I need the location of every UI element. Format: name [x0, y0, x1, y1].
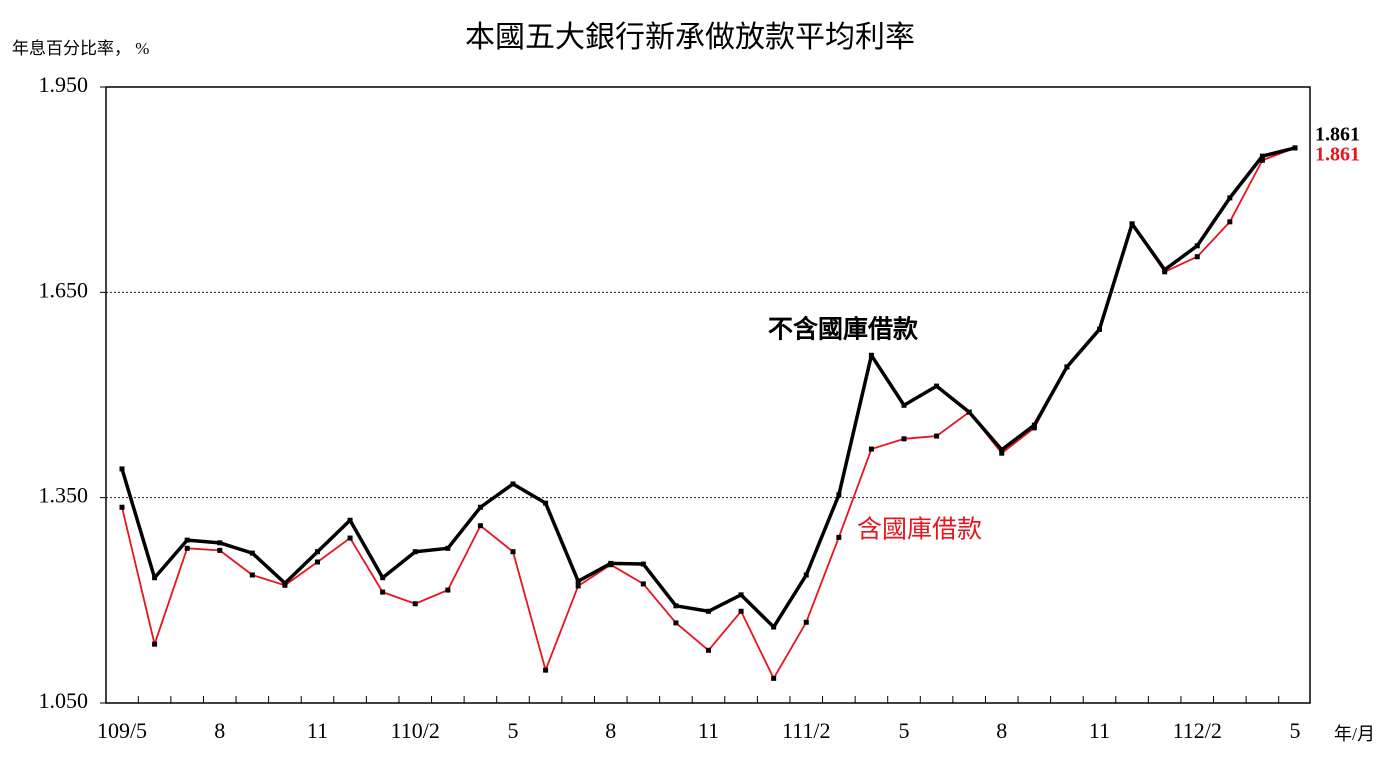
chart-title: 本國五大銀行新承做放款平均利率: [465, 21, 915, 54]
series-line: [121, 147, 1296, 680]
point: [543, 667, 549, 673]
point: [640, 561, 646, 567]
point: [152, 641, 158, 647]
point: [380, 589, 386, 595]
point: [119, 504, 125, 510]
point: [1064, 364, 1070, 370]
series-line: [120, 146, 1296, 629]
point: [1227, 219, 1233, 225]
point: [477, 504, 483, 510]
point: [217, 547, 223, 553]
value-label: 1.861: [1315, 144, 1360, 166]
point: [380, 575, 386, 581]
x-tick-label: 8: [214, 718, 225, 743]
x-tick-label: 112/2: [1173, 718, 1222, 743]
point: [347, 535, 353, 541]
point: [738, 608, 744, 614]
point: [706, 647, 711, 653]
point: [510, 481, 516, 487]
point: [673, 603, 679, 609]
plot-frame: [105, 86, 1311, 704]
point: [771, 624, 777, 630]
point: [1227, 195, 1233, 201]
y-tick-label: 1.050: [39, 688, 89, 713]
point: [999, 450, 1005, 456]
point: [771, 675, 777, 681]
point: [282, 580, 288, 586]
point: [412, 601, 418, 607]
point: [1031, 425, 1037, 431]
point: [836, 534, 842, 540]
point: [673, 620, 679, 626]
x-tick-label: 110/2: [391, 718, 440, 743]
point: [315, 559, 320, 565]
point: [901, 402, 907, 408]
point: [315, 549, 320, 555]
point: [901, 436, 907, 442]
point: [640, 581, 646, 587]
point: [412, 549, 418, 555]
point: [1194, 254, 1200, 260]
point: [249, 550, 255, 556]
point: [966, 409, 972, 415]
point: [119, 466, 125, 472]
x-tick-label: 11: [698, 718, 719, 743]
y-axis-label: 年息百分比率， %: [12, 39, 149, 58]
point: [445, 587, 451, 593]
point: [1259, 157, 1265, 163]
point: [803, 572, 809, 578]
point: [1259, 153, 1265, 159]
x-tick-label: 109/5: [97, 718, 147, 743]
point: [608, 560, 614, 566]
point: [706, 608, 711, 614]
point: [934, 433, 940, 439]
x-tick-label: 111/2: [782, 718, 830, 743]
point: [184, 537, 190, 543]
point: [347, 517, 353, 523]
point: [152, 575, 158, 581]
x-tick-label: 8: [605, 718, 616, 743]
y-tick-label: 1.350: [39, 483, 89, 508]
point: [803, 619, 809, 625]
y-tick-label: 1.650: [39, 277, 89, 302]
point: [868, 352, 874, 358]
x-tick-label: 11: [1089, 718, 1110, 743]
point: [575, 583, 581, 589]
point: [1292, 145, 1298, 151]
point: [543, 500, 549, 506]
point: [1097, 326, 1102, 332]
point: [868, 446, 874, 452]
x-tick-label: 5: [508, 718, 519, 743]
point: [445, 545, 451, 551]
x-tick-label: 8: [996, 718, 1007, 743]
series-annotation: 不含國庫借款: [768, 315, 919, 344]
point: [738, 592, 744, 598]
point: [1194, 243, 1200, 249]
y-tick-label: 1.950: [39, 72, 89, 97]
point: [999, 447, 1005, 453]
point: [477, 523, 483, 529]
point: [1031, 422, 1037, 428]
point: [1129, 221, 1135, 227]
point: [217, 540, 223, 546]
point: [934, 383, 940, 389]
point: [575, 578, 581, 584]
x-tick-label: 11: [307, 718, 328, 743]
x-tick-label: 5: [1290, 718, 1301, 743]
x-axis-label: 年/月: [1334, 724, 1375, 744]
point: [510, 549, 516, 555]
point: [1162, 267, 1168, 273]
x-tick-label: 5: [899, 718, 910, 743]
point: [836, 492, 842, 498]
point: [249, 572, 255, 578]
series-annotation: 含國庫借款: [857, 516, 982, 544]
value-label: 1.861: [1315, 124, 1360, 146]
point: [184, 545, 190, 551]
